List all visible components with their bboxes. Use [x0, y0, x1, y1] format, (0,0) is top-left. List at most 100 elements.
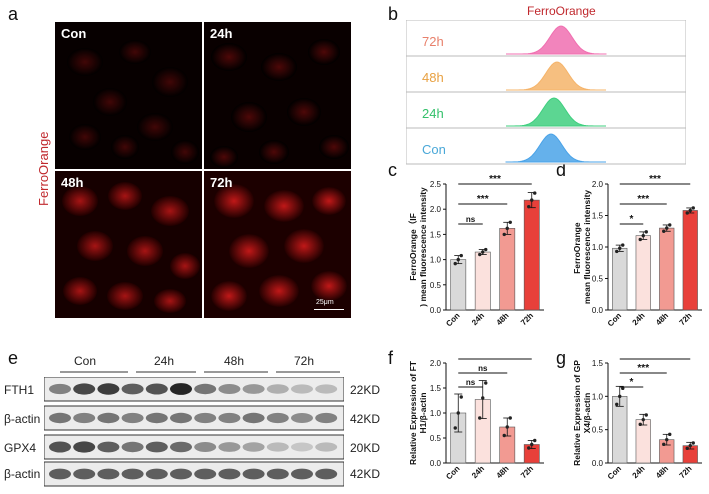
- y-tick-label: 2.0: [592, 180, 604, 189]
- data-point: [481, 396, 485, 400]
- flow-title: FerroOrange: [527, 4, 596, 18]
- y-tick-label: 0.5: [430, 434, 442, 443]
- y-tick-label: 0.5: [592, 426, 604, 435]
- blot-band: [194, 468, 217, 480]
- data-point: [502, 433, 506, 438]
- data-point: [484, 247, 488, 252]
- blot-band: [121, 383, 144, 395]
- bar-72h: [682, 210, 698, 311]
- y-axis-label: Relative Expression of GPX4/β-actin: [572, 360, 592, 466]
- blot-band: [266, 442, 289, 452]
- data-point: [533, 191, 537, 195]
- significance-label: ns: [466, 378, 476, 387]
- y-tick-label: 2.0: [430, 359, 442, 368]
- data-point: [530, 198, 534, 202]
- data-point: [505, 425, 509, 429]
- blot-band: [121, 412, 144, 424]
- blot-band: [266, 468, 289, 480]
- data-point: [484, 381, 488, 385]
- significance-label: ***: [649, 355, 661, 360]
- y-tick-label: 2.5: [430, 180, 442, 189]
- y-tick-label: 2.0: [430, 205, 442, 214]
- blot-row-label-fth1: FTH1: [4, 383, 34, 397]
- micro-texture: [204, 171, 351, 318]
- y-tick-label: 1.0: [592, 392, 604, 401]
- micro-texture: [55, 22, 202, 169]
- y-tick-label: 1.5: [592, 359, 604, 368]
- data-point: [508, 416, 512, 420]
- data-point: [456, 411, 460, 415]
- micro-label-con: Con: [61, 26, 87, 41]
- blot-band: [315, 468, 338, 480]
- blot-band: [170, 441, 192, 453]
- blot-band: [194, 383, 217, 395]
- significance-label: ns: [478, 364, 488, 373]
- blot-band: [218, 468, 241, 480]
- micro-image-72h: 72h 25μm: [204, 171, 351, 318]
- data-point: [527, 446, 531, 450]
- blot-group-72h: 72h: [294, 354, 315, 368]
- scale-bar-label: 25μm: [316, 299, 334, 306]
- chart-d: FerroOrange mean fluorescence intensity0…: [572, 174, 702, 328]
- blot-band: [73, 412, 96, 424]
- blot-band: [242, 442, 265, 452]
- panel-label-f: f: [388, 348, 394, 368]
- data-point: [618, 394, 622, 399]
- data-point: [638, 237, 642, 242]
- blot-band: [170, 468, 192, 480]
- blot-band: [170, 383, 192, 395]
- data-point: [453, 426, 457, 430]
- blot-band: [242, 384, 265, 394]
- bar-72h: [523, 199, 540, 311]
- data-point: [665, 226, 669, 230]
- data-point: [456, 257, 460, 262]
- x-tick-label: 24h: [631, 311, 647, 327]
- scale-bar: [314, 309, 344, 310]
- blot-band: [291, 442, 313, 452]
- x-tick-label: 72h: [519, 464, 535, 480]
- bar-24h: [635, 235, 651, 311]
- micro-label-24h: 24h: [210, 26, 233, 41]
- y-tick-label: 1.0: [592, 243, 604, 252]
- blot-band: [291, 413, 313, 423]
- data-point: [688, 208, 692, 213]
- blot-image: [44, 377, 344, 487]
- x-tick-label: 72h: [678, 464, 694, 480]
- blot-kd-gpx4: 20KD: [350, 441, 381, 455]
- data-point: [481, 250, 485, 254]
- x-tick-label: Con: [444, 311, 461, 328]
- flow-histogram-panel: 72h 48h 24h Con: [406, 20, 686, 165]
- data-point: [615, 402, 619, 407]
- blot-group-48h: 48h: [224, 354, 245, 368]
- y-tick-label: 1.0: [430, 409, 442, 418]
- blot-band: [291, 468, 313, 480]
- y-tick-label: 0.0: [592, 306, 604, 315]
- data-point: [644, 230, 648, 234]
- blot-band: [315, 442, 338, 452]
- micro-image-con: Con: [55, 22, 202, 169]
- significance-label: ***: [489, 174, 501, 185]
- microscopy-side-label: FerroOrange: [36, 131, 51, 206]
- data-point: [641, 233, 645, 238]
- blot-band: [97, 383, 120, 395]
- micro-texture: [55, 171, 202, 318]
- blot-band: [73, 383, 96, 395]
- y-tick-label: 1.0: [430, 256, 442, 265]
- data-point: [644, 413, 648, 417]
- blot-band: [242, 468, 265, 480]
- significance-label: ***: [637, 194, 649, 205]
- blot-group-24h: 24h: [154, 354, 175, 368]
- x-tick-label: 72h: [519, 311, 535, 327]
- panel-label-g: g: [556, 348, 567, 368]
- significance-label: ***: [477, 194, 489, 205]
- panel-label-e: e: [8, 348, 19, 368]
- blot-band: [218, 384, 241, 394]
- y-tick-label: 0.5: [430, 281, 442, 290]
- flow-curve-con: [505, 133, 606, 163]
- blot-band: [218, 412, 241, 424]
- blot-kd-actin-1: 42KD: [350, 412, 381, 426]
- bar-48h: [659, 227, 675, 311]
- data-point: [662, 229, 666, 233]
- panel-label-c: c: [388, 160, 397, 180]
